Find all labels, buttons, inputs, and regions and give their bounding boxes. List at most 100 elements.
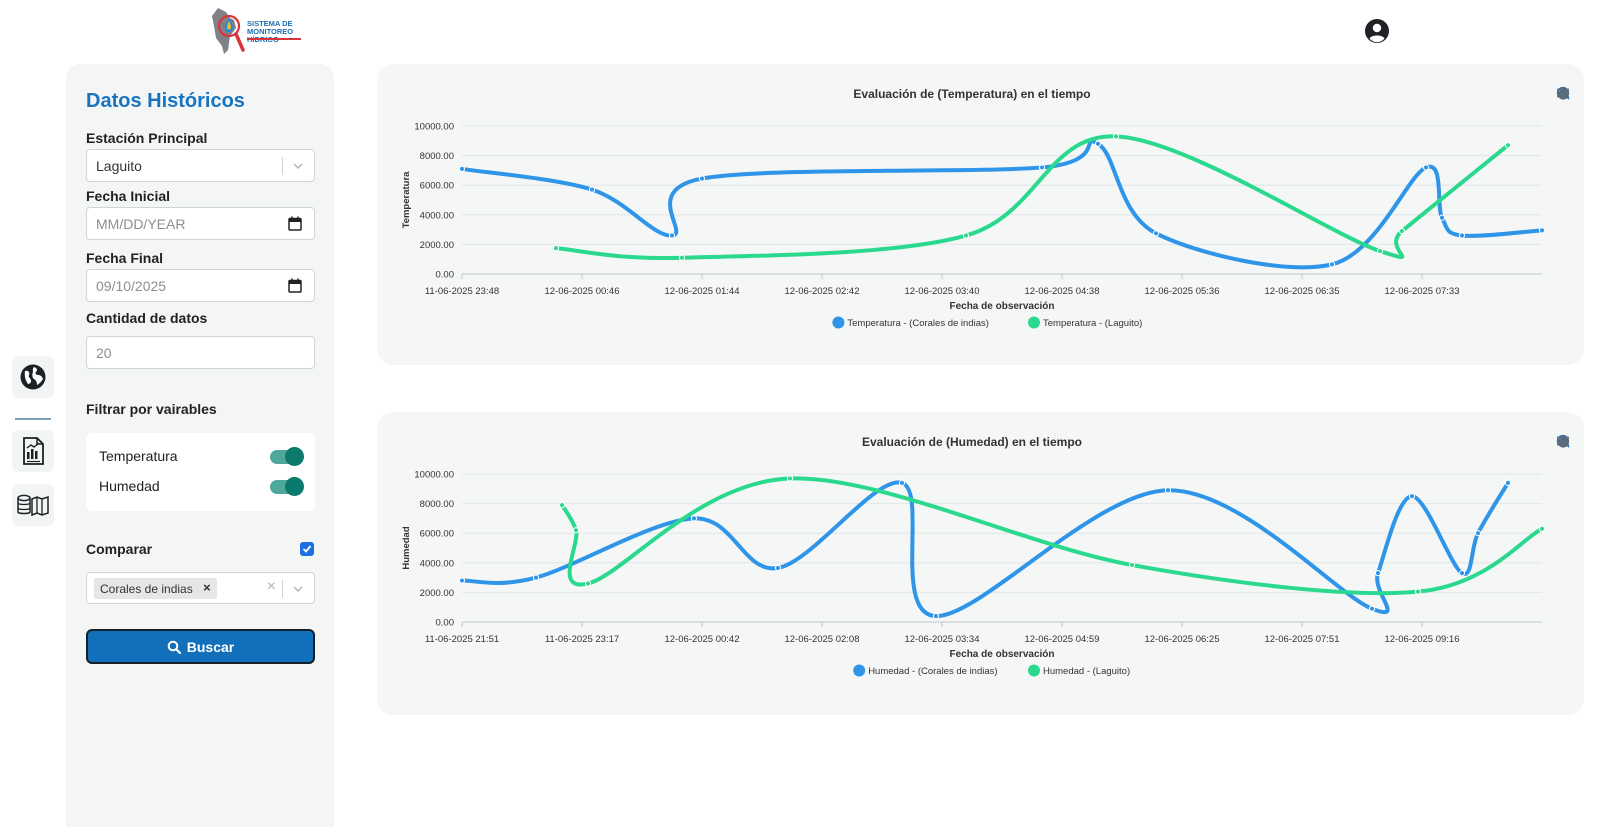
station-select[interactable]: Laguito [86, 149, 315, 182]
x-tick-label: 12-06-2025 06:35 [1264, 286, 1339, 297]
data-point [1328, 261, 1336, 268]
compare-station-select[interactable]: Corales de indias × × [86, 572, 315, 604]
data-point [1504, 142, 1512, 149]
x-tick-label: 12-06-2025 04:38 [1024, 286, 1099, 297]
user-circle-icon[interactable] [1364, 18, 1390, 44]
historical-data-panel: Datos Históricos Estación Principal Lagu… [66, 64, 334, 827]
logo-text-line1: SISTEMA DE [247, 19, 293, 28]
data-point [1038, 164, 1046, 171]
menu-icon[interactable] [1556, 86, 1570, 100]
legend-entry: Humedad - (Laguito) [1043, 666, 1130, 677]
data-point [1152, 230, 1160, 237]
humedad-toggle[interactable] [270, 477, 304, 496]
clear-icon[interactable]: × [266, 578, 276, 595]
start-date-placeholder: MM/DD/YEAR [96, 215, 186, 232]
data-point [1398, 227, 1406, 235]
data-point [932, 612, 940, 620]
compare-chip-label: Corales de indias [100, 581, 193, 596]
data-point [786, 475, 794, 482]
logo-underline [247, 38, 301, 40]
x-tick-label: 12-06-2025 00:46 [544, 286, 619, 297]
x-tick-label: 12-06-2025 03:34 [904, 634, 979, 645]
calendar-icon[interactable] [288, 278, 302, 293]
data-point [558, 501, 566, 509]
chip-remove-icon[interactable]: × [203, 580, 211, 595]
data-point [458, 577, 466, 584]
series-line-1 [460, 480, 1510, 619]
chevron-down-icon[interactable] [292, 583, 304, 595]
y-axis-label: Temperatura [401, 171, 412, 229]
chart-title: Evaluación de (Temperatura) en el tiempo [853, 87, 1090, 101]
y-tick-label: 6000.00 [420, 181, 454, 192]
temperatura-toggle[interactable] [270, 447, 304, 466]
start-date-input[interactable]: MM/DD/YEAR [86, 207, 315, 240]
data-point [668, 232, 676, 239]
data-point [1504, 479, 1512, 486]
data-point [1376, 247, 1384, 255]
data-point [588, 186, 596, 193]
legend-entry: Humedad - (Corales de indias) [868, 666, 997, 677]
data-point [552, 245, 560, 252]
toggle-knob [285, 447, 304, 466]
y-tick-label: 8000.00 [420, 151, 454, 162]
x-tick-label: 12-06-2025 07:33 [1384, 286, 1459, 297]
data-point [1374, 570, 1382, 577]
chevron-down-icon[interactable] [292, 160, 304, 172]
count-value: 20 [96, 344, 112, 361]
data-point [678, 254, 686, 261]
x-tick-label: 12-06-2025 02:42 [784, 286, 859, 297]
menu-icon[interactable] [1556, 434, 1570, 448]
search-icon [167, 640, 181, 654]
temperature-chart-card: Evaluación de (Temperatura) en el tiempo… [377, 64, 1584, 365]
legend-entry: Temperatura - (Laguito) [1043, 318, 1142, 329]
humidity-chart: Evaluación de (Humedad) en el tiempo 1000… [401, 435, 1546, 677]
x-axis-label: Fecha de observación [949, 649, 1054, 660]
data-point [584, 580, 592, 587]
data-point [1414, 588, 1422, 595]
compare-label: Comparar [86, 541, 153, 557]
data-point [1438, 214, 1446, 221]
count-input[interactable]: 20 [86, 336, 315, 369]
x-tick-label: 12-06-2025 03:40 [904, 286, 979, 297]
x-tick-label: 12-06-2025 09:16 [1384, 634, 1459, 645]
compare-checkbox[interactable] [300, 542, 314, 556]
y-tick-label: 10000.00 [414, 470, 454, 481]
search-button[interactable]: Buscar [86, 629, 315, 664]
rail-divider [15, 418, 51, 420]
data-point [1458, 232, 1466, 239]
station-select-value: Laguito [96, 157, 142, 174]
start-date-label: Fecha Inicial [86, 188, 171, 204]
compare-chip: Corales de indias × [94, 578, 217, 599]
y-tick-label: 4000.00 [420, 558, 454, 569]
x-tick-label: 11-06-2025 23:48 [425, 286, 499, 297]
filter-label: Filtrar por vairables [86, 401, 217, 417]
calendar-icon[interactable] [288, 216, 302, 231]
database-map-icon[interactable] [12, 484, 54, 526]
data-point [1128, 561, 1136, 569]
logo: SISTEMA DE MONITOREO HÍDRICO [212, 6, 322, 56]
count-label: Cantidad de datos [86, 310, 208, 326]
data-point [698, 175, 706, 182]
legend-entry: Temperatura - (Corales de indias) [847, 318, 989, 329]
x-tick-label: 11-06-2025 23:17 [545, 634, 619, 645]
data-point [1538, 525, 1546, 532]
x-tick-label: 12-06-2025 05:36 [1144, 286, 1219, 297]
logo-text-line2: MONITOREO HÍDRICO [247, 27, 294, 44]
legend-marker [1028, 664, 1040, 677]
data-point [572, 527, 580, 534]
data-point [1094, 140, 1102, 147]
y-tick-label: 6000.00 [420, 529, 454, 540]
x-tick-label: 12-06-2025 02:08 [784, 634, 859, 645]
data-point [898, 479, 906, 486]
report-chart-icon[interactable] [12, 430, 54, 472]
series-line-2 [560, 476, 1544, 596]
globe-icon[interactable] [12, 356, 54, 398]
legend-marker [853, 664, 866, 677]
x-axis-label: Fecha de observación [949, 301, 1054, 312]
temperature-chart: Evaluación de (Temperatura) en el tiempo… [401, 87, 1546, 329]
data-point [1458, 570, 1466, 577]
end-date-input[interactable]: 09/10/2025 [86, 269, 315, 302]
x-tick-label: 12-06-2025 00:42 [664, 634, 739, 645]
data-point [1538, 227, 1546, 234]
data-point [532, 574, 540, 581]
